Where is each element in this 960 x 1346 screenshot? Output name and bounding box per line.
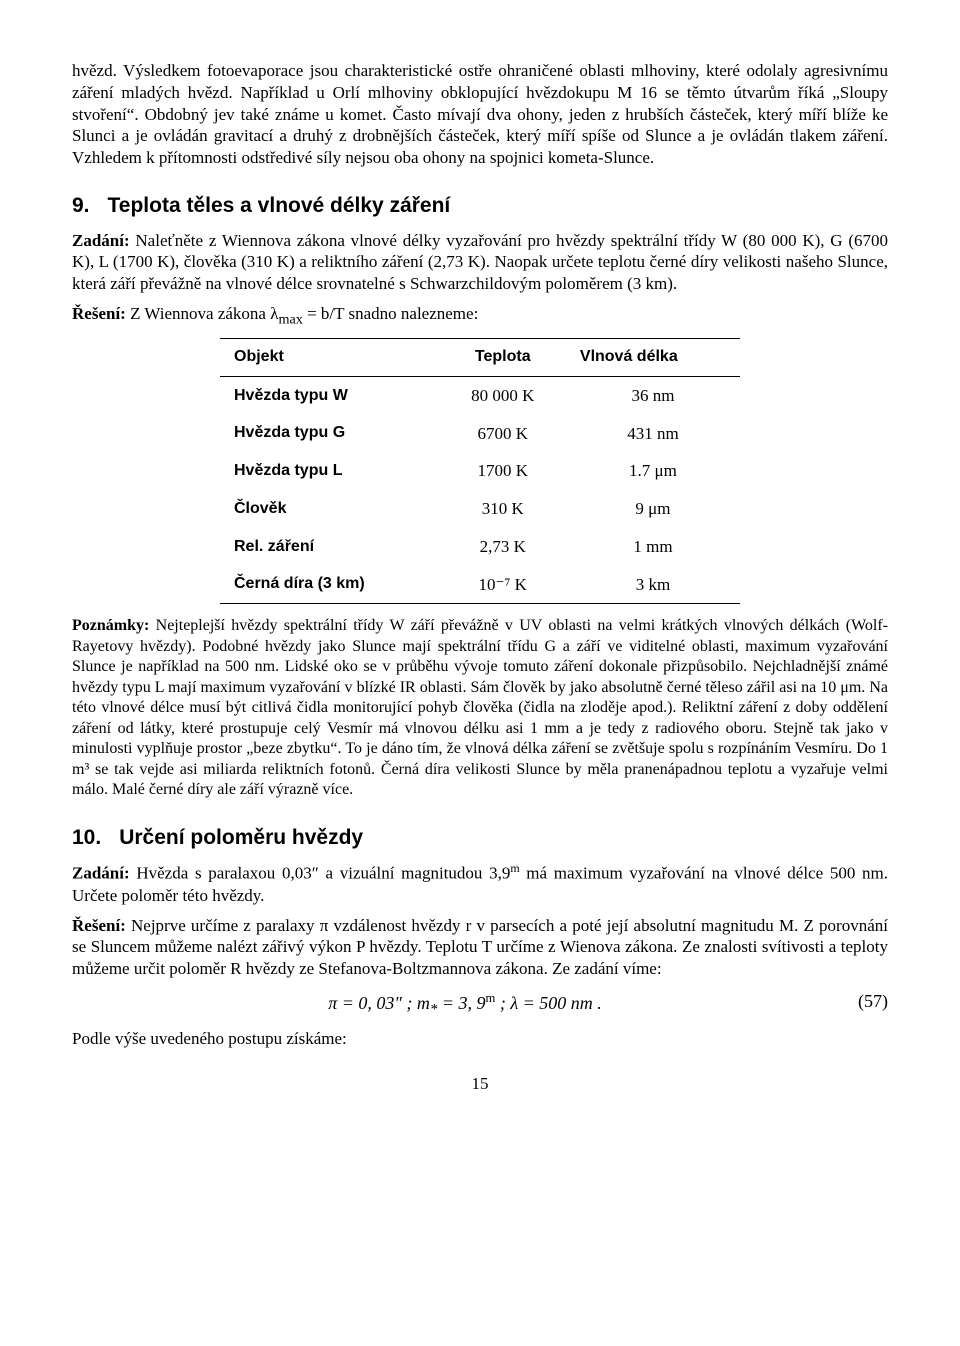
section-9-reseni: Řešení: Z Wiennova zákona λmax = b/T sna… [72,303,888,329]
section-10-zadani: Zadání: Hvězda s paralaxou 0,03″ a vizuá… [72,861,888,906]
cell-obj: Hvězda typu G [220,415,440,453]
cell-temp: 80 000 K [440,376,566,414]
cell-temp: 6700 K [440,415,566,453]
cell-wl: 9 μm [566,490,740,528]
cell-temp: 2,73 K [440,528,566,566]
poznamky-label: Poznámky: [72,617,149,634]
eq-number: (57) [858,990,888,1013]
table-row: Černá díra (3 km) 10⁻⁷ K 3 km [220,566,740,604]
cell-temp: 310 K [440,490,566,528]
cell-obj: Rel. záření [220,528,440,566]
poznamky-para: Poznámky: Nejteplejší hvězdy spektrální … [72,616,888,800]
section-10-reseni: Řešení: Nejprve určíme z paralaxy π vzdá… [72,915,888,980]
para-intro: hvězd. Výsledkem fotoevaporace jsou char… [72,60,888,169]
section-10-title: Určení poloměru hvězdy [119,826,363,849]
zadani-label: Zadání: [72,231,130,250]
cell-wl: 1 mm [566,528,740,566]
trailer: Podle výše uvedeného postupu získáme: [72,1028,888,1050]
reseni-sub: max [278,311,302,327]
section-10-heading: 10. Určení poloměru hvězdy [72,825,888,852]
col-vlnova: Vlnová délka [566,339,740,376]
zadani-a: Hvězda s paralaxou 0,03″ a vizuální magn… [130,864,511,883]
col-objekt: Objekt [220,339,440,376]
col-teplota: Teplota [440,339,566,376]
section-10-num: 10. [72,826,101,849]
reseni-label: Řešení: [72,916,126,935]
eq-body-a: π = 0, 03″ ; m [328,993,430,1013]
cell-temp: 1700 K [440,452,566,490]
section-9-heading: 9. Teplota těles a vlnové délky záření [72,193,888,220]
reseni-text: Nejprve určíme z paralaxy π vzdálenost h… [72,916,888,979]
cell-wl: 36 nm [566,376,740,414]
cell-wl: 1.7 μm [566,452,740,490]
zadani-sup: m [510,861,519,875]
section-9-zadani: Zadání: Naleťněte z Wiennova zákona vlno… [72,230,888,295]
cell-obj: Člověk [220,490,440,528]
zadani-text: Naleťněte z Wiennova zákona vlnové délky… [72,231,888,294]
table-row: Hvězda typu L 1700 K 1.7 μm [220,452,740,490]
cell-obj: Hvězda typu L [220,452,440,490]
equation-57: π = 0, 03″ ; m* = 3, 9m ; λ = 500 nm . (… [72,990,888,1020]
reseni-before: Z Wiennova zákona λ [126,304,279,323]
eq-body-c: ; λ = 500 nm . [495,993,601,1013]
eq-sup: m [486,991,496,1005]
cell-temp: 10⁻⁷ K [440,566,566,604]
poznamky-text: Nejteplejší hvězdy spektrální třídy W zá… [72,617,888,798]
wavelength-table: Objekt Teplota Vlnová délka Hvězda typu … [220,338,740,604]
cell-obj: Hvězda typu W [220,376,440,414]
table-row: Rel. záření 2,73 K 1 mm [220,528,740,566]
table-row: Hvězda typu W 80 000 K 36 nm [220,376,740,414]
table-row: Hvězda typu G 6700 K 431 nm [220,415,740,453]
cell-wl: 3 km [566,566,740,604]
cell-wl: 431 nm [566,415,740,453]
table-row: Člověk 310 K 9 μm [220,490,740,528]
reseni-after: = b/T snadno nalezneme: [303,304,478,323]
page-number: 15 [72,1073,888,1095]
table-header-row: Objekt Teplota Vlnová délka [220,339,740,376]
section-9-num: 9. [72,194,90,217]
cell-obj: Černá díra (3 km) [220,566,440,604]
eq-body-b: = 3, 9 [437,993,485,1013]
section-9-title: Teplota těles a vlnové délky záření [108,194,451,217]
reseni-label: Řešení: [72,304,126,323]
zadani-label: Zadání: [72,864,130,883]
